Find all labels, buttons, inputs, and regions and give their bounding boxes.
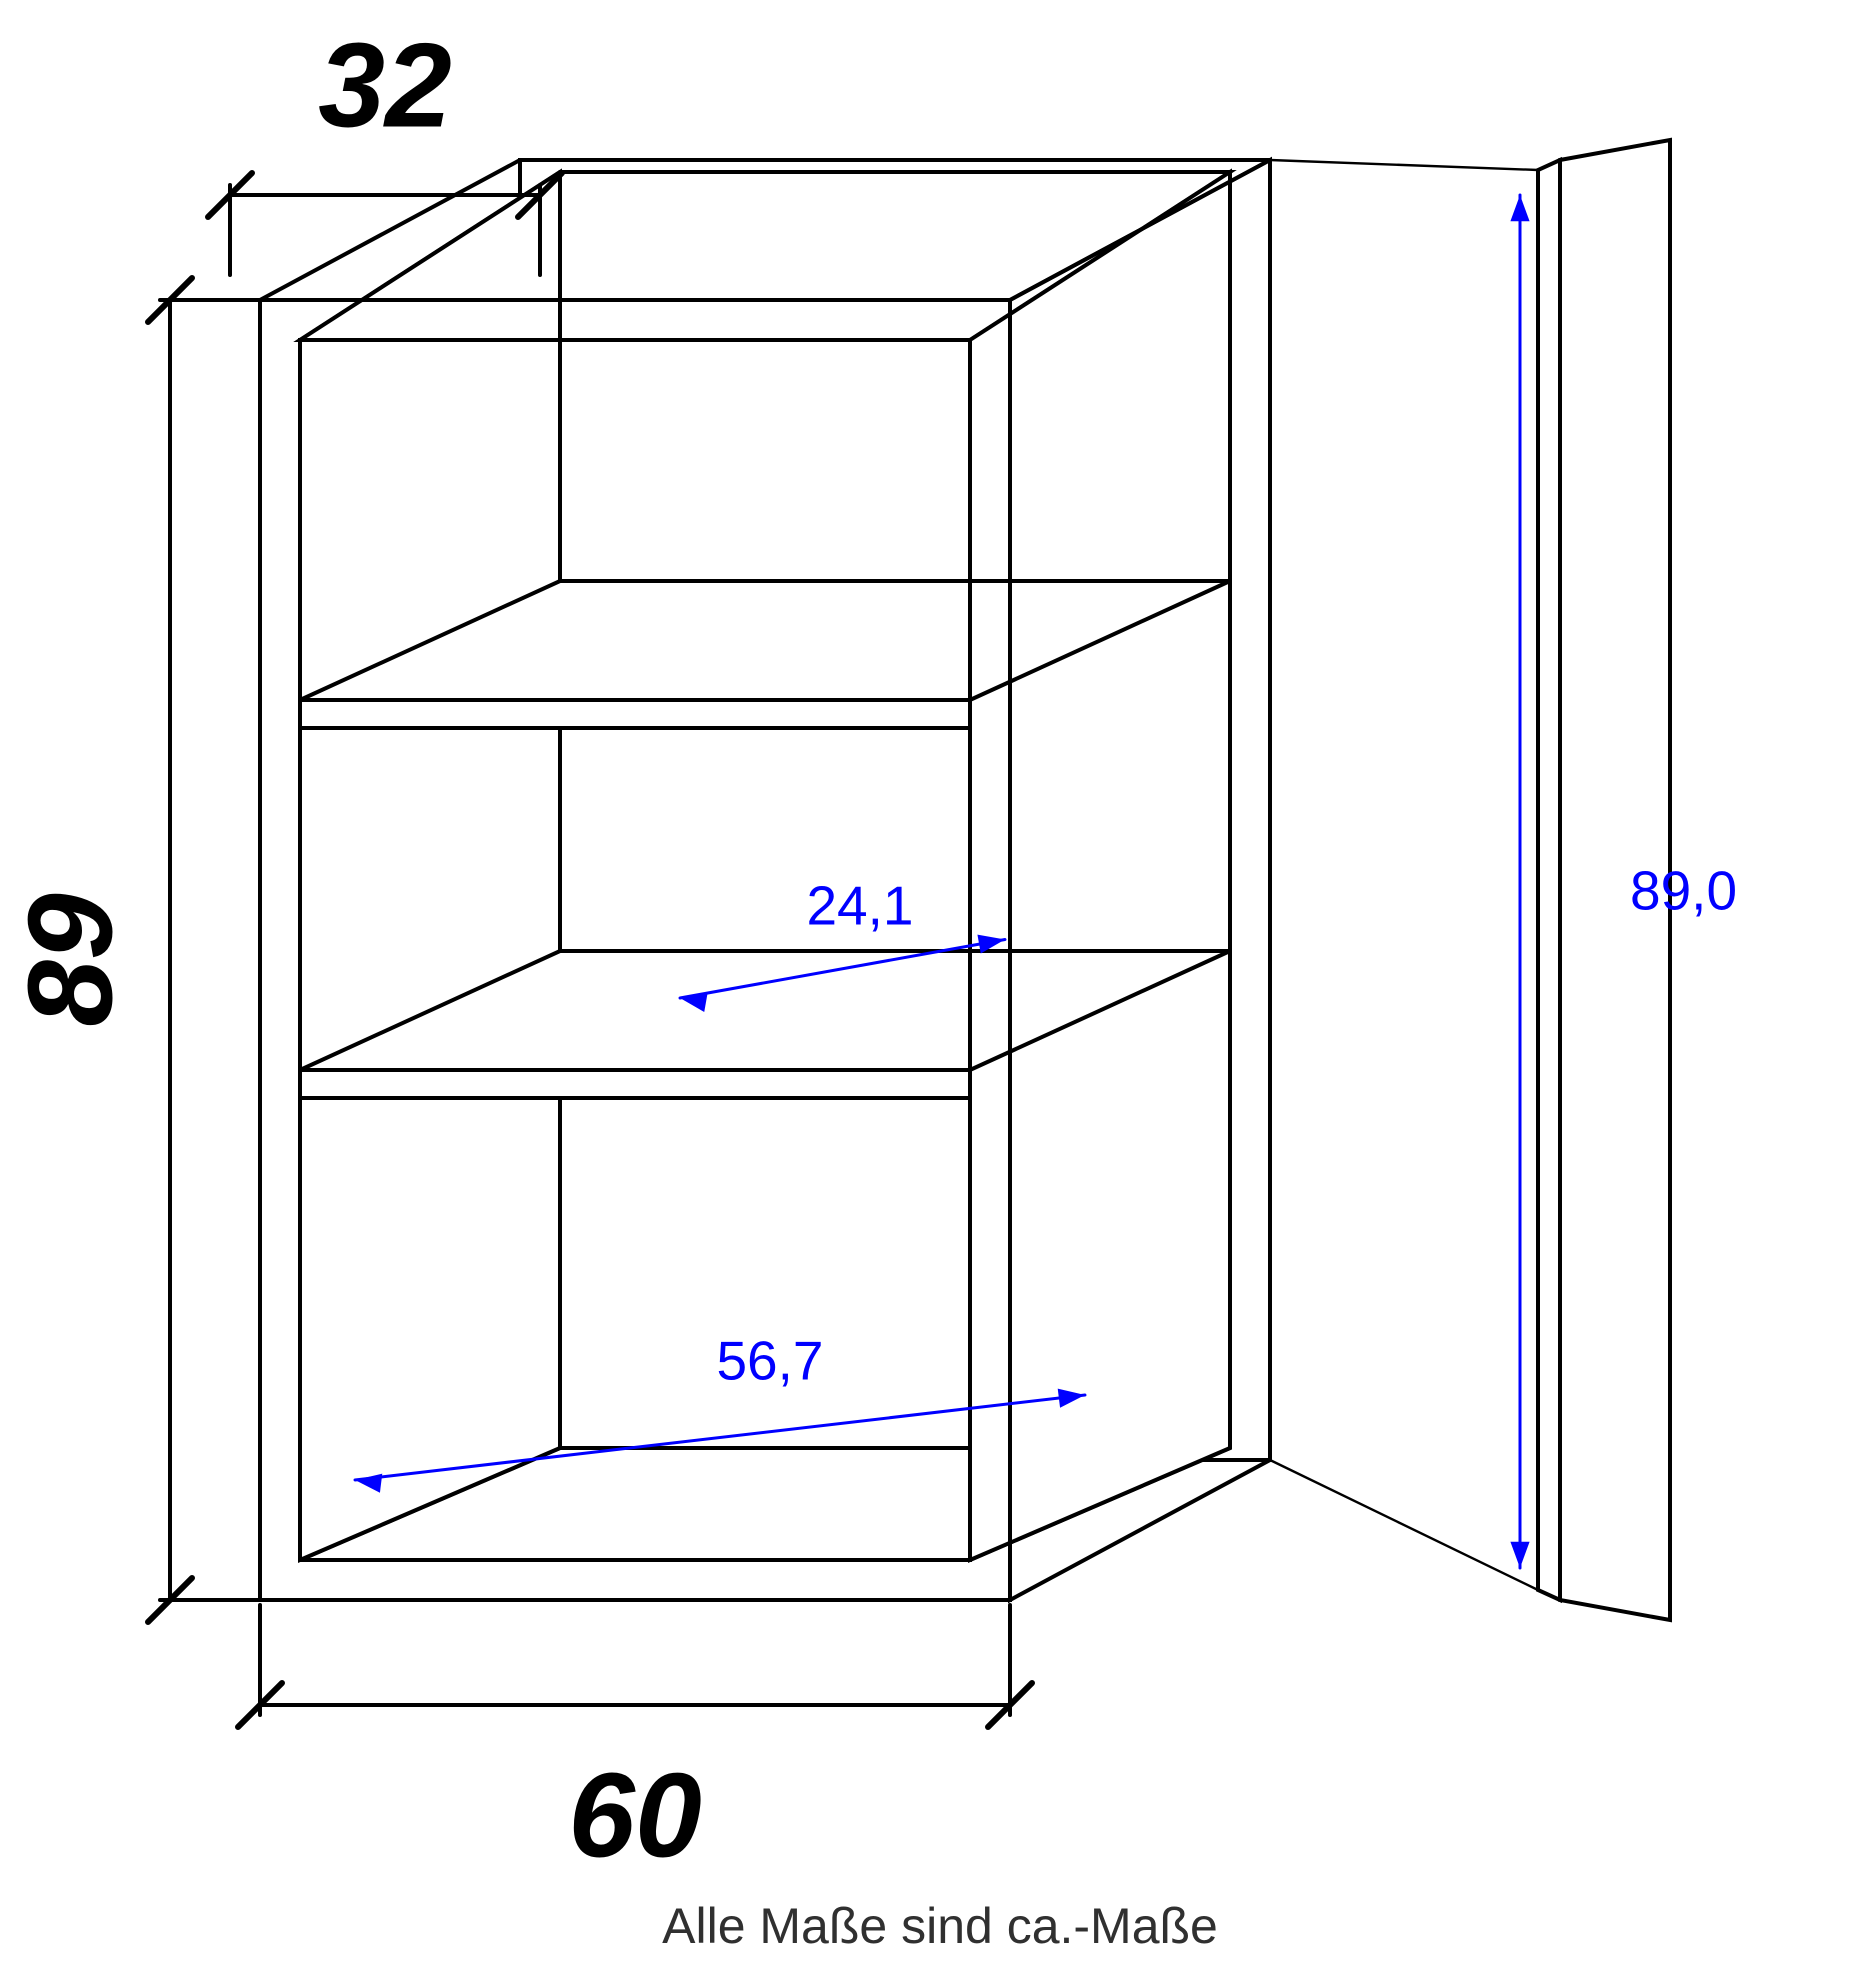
cabinet-technical-drawing: 32 89 60 89,0 24,1 56,7 Alle Maße sind ca.-Maß…: [0, 0, 1873, 1967]
dim-height-label: 89: [4, 893, 138, 1027]
dim-width-label: 60: [568, 1749, 701, 1883]
footer-note: Alle Maße sind ca.-Maße: [662, 1898, 1218, 1954]
dim-inner-depth-label: 24,1: [806, 875, 913, 937]
dim-depth-label: 32: [318, 19, 451, 153]
dim-inner-height-label: 89,0: [1630, 860, 1737, 922]
dim-inner-width-label: 56,7: [716, 1330, 823, 1392]
